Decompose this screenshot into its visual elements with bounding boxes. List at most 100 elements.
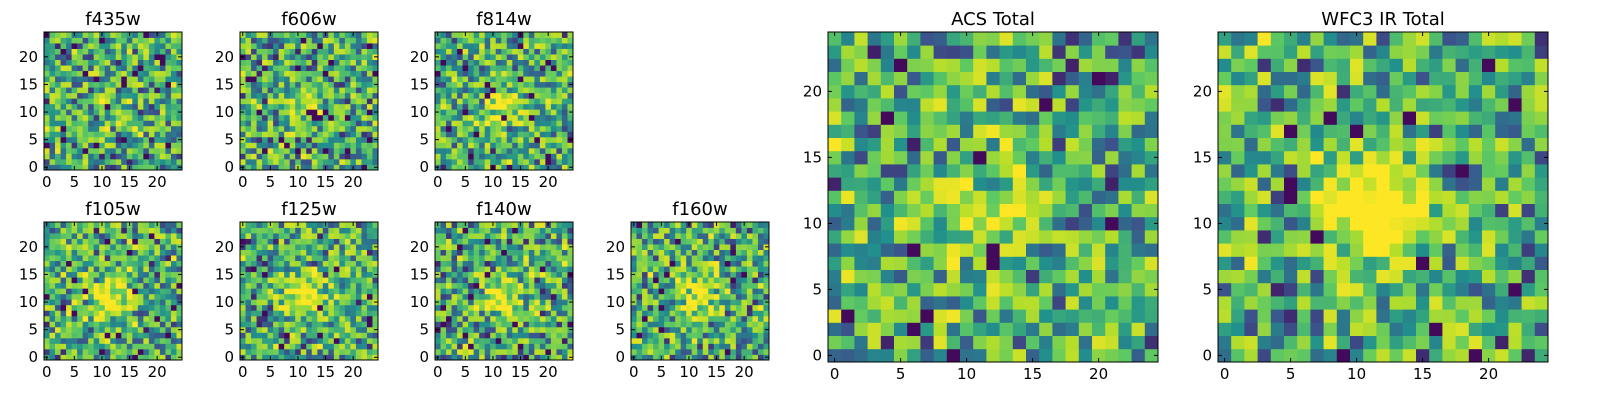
- heatmap-cell: [372, 277, 379, 284]
- heatmap-cell: [973, 309, 987, 323]
- heatmap-cell: [664, 233, 671, 239]
- heatmap-cell: [49, 227, 56, 234]
- heatmap-cell: [473, 337, 480, 344]
- heatmap-cell: [506, 326, 513, 333]
- heatmap-cell: [366, 59, 373, 66]
- heatmap-cell: [986, 309, 1000, 323]
- heatmap-cell: [262, 43, 268, 49]
- heatmap-cell: [501, 131, 508, 138]
- heatmap-cell: [647, 332, 654, 339]
- heatmap-cell: [680, 310, 687, 317]
- heatmap-cell: [675, 354, 682, 361]
- heatmap-cell: [355, 299, 362, 306]
- heatmap-cell: [170, 238, 177, 245]
- heatmap-cell: [132, 354, 139, 361]
- heatmap-cell: [256, 70, 263, 77]
- heatmap-cell: [451, 120, 458, 127]
- heatmap-cell: [528, 109, 535, 116]
- heatmap-cell: [88, 288, 95, 295]
- heatmap-cell: [322, 310, 329, 317]
- heatmap-cell: [647, 315, 654, 322]
- heatmap-cell: [121, 282, 128, 289]
- heatmap-cell: [77, 32, 84, 38]
- heatmap-cell: [110, 147, 117, 154]
- x-tick-label: 5: [70, 363, 80, 381]
- heatmap-cell: [165, 304, 172, 311]
- heatmap-cell: [44, 87, 50, 94]
- heatmap-cell: [159, 37, 166, 44]
- heatmap-cell: [126, 114, 133, 121]
- heatmap-cell: [501, 48, 508, 55]
- heatmap-cell: [490, 158, 497, 165]
- heatmap-cell: [66, 321, 72, 328]
- heatmap-cell: [561, 343, 568, 350]
- heatmap-cell: [267, 158, 274, 165]
- heatmap-cell: [545, 120, 552, 127]
- heatmap-cell: [675, 222, 682, 228]
- heatmap-cell: [501, 238, 508, 245]
- heatmap-cell: [841, 296, 855, 310]
- heatmap-cell: [490, 70, 497, 77]
- heatmap-cell: [1131, 243, 1146, 257]
- heatmap-cell: [137, 81, 144, 88]
- heatmap-cell: [176, 238, 183, 245]
- heatmap-cell: [457, 54, 463, 60]
- heatmap-cell: [284, 271, 291, 278]
- heatmap-cell: [440, 153, 447, 160]
- heatmap-cell: [999, 348, 1014, 363]
- heatmap-cell: [675, 321, 682, 328]
- heatmap-cell: [517, 304, 524, 311]
- heatmap-cell: [322, 131, 329, 138]
- heatmap-cell: [999, 177, 1014, 191]
- heatmap-cell: [451, 310, 458, 317]
- heatmap-cell: [550, 70, 557, 77]
- heatmap-cell: [446, 304, 452, 311]
- heatmap-cell: [642, 343, 648, 350]
- heatmap-cell: [528, 233, 535, 239]
- heatmap-cell: [284, 238, 291, 245]
- heatmap-cell: [165, 293, 172, 300]
- heatmap-cell: [165, 222, 172, 228]
- heatmap-cell: [317, 125, 324, 132]
- heatmap-cell: [361, 98, 368, 105]
- heatmap-cell: [311, 54, 318, 60]
- heatmap-cell: [137, 277, 144, 284]
- heatmap-cell: [479, 233, 486, 239]
- heatmap-cell: [262, 81, 268, 88]
- heatmap-cell: [344, 277, 351, 284]
- heatmap-cell: [300, 32, 307, 38]
- heatmap-cell: [82, 260, 89, 267]
- heatmap-cell: [372, 114, 379, 121]
- heatmap-cell: [126, 158, 133, 165]
- heatmap-cell: [719, 326, 726, 333]
- heatmap-cell: [256, 164, 263, 171]
- heatmap-cell: [300, 332, 307, 339]
- heatmap-cell: [907, 256, 921, 270]
- heatmap-cell: [1131, 348, 1146, 363]
- heatmap-cell: [317, 321, 324, 328]
- heatmap-cell: [828, 243, 842, 257]
- heatmap-cell: [256, 37, 263, 44]
- heatmap-cell: [523, 120, 530, 127]
- heatmap-cell: [273, 81, 280, 88]
- heatmap-cell: [55, 343, 61, 350]
- heatmap-cell: [435, 37, 441, 44]
- heatmap-cell: [322, 142, 329, 149]
- heatmap-cell: [66, 233, 72, 239]
- heatmap-cell: [77, 238, 84, 245]
- heatmap-cell: [273, 315, 280, 322]
- heatmap-cell: [468, 326, 475, 333]
- heatmap-cell: [278, 282, 285, 289]
- heatmap-cell: [344, 326, 351, 333]
- heatmap-cell: [501, 158, 508, 165]
- heatmap-cell: [1052, 203, 1066, 218]
- heatmap-cell: [154, 244, 161, 250]
- heatmap-cell: [333, 233, 340, 239]
- heatmap-cell: [328, 32, 335, 38]
- heatmap-cell: [245, 147, 252, 154]
- axes-frame: [434, 31, 574, 171]
- heatmap-cell: [328, 348, 335, 355]
- heatmap-cell: [267, 299, 274, 306]
- heatmap-cell: [88, 332, 95, 339]
- heatmap-cell: [523, 255, 530, 262]
